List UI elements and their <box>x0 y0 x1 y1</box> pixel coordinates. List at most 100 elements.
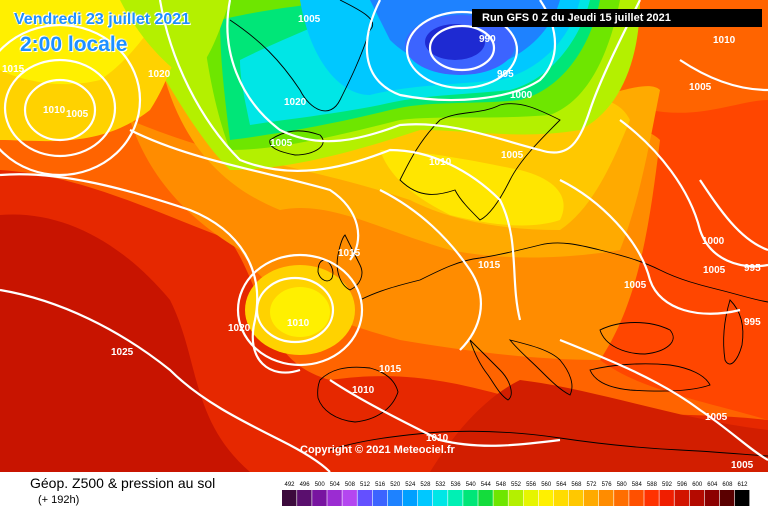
coast-turkey <box>589 363 711 392</box>
isobar-label: 1000 <box>702 236 725 247</box>
isobar-label: 1015 <box>2 64 25 75</box>
map-title: Géop. Z500 & pression au sol <box>30 475 216 491</box>
legend-tick-label: 512 <box>360 482 371 488</box>
z500-low-biscay-inner <box>270 287 330 337</box>
isobar-label: 1010 <box>426 433 449 444</box>
isobar-label: 1005 <box>731 460 754 471</box>
legend-tick-label: 572 <box>586 482 597 488</box>
legend-tick-label: 604 <box>707 482 718 488</box>
legend-tick-label: 492 <box>284 482 295 488</box>
weather-map: 1005 1015 1020 1010 1005 1020 1005 990 9… <box>0 0 768 472</box>
legend-swatch <box>448 490 463 506</box>
isobar-990-iceland <box>428 24 496 72</box>
isobar-labels: 1005 1015 1020 1010 1005 1020 1005 990 9… <box>2 14 761 471</box>
isobar-1005-east-2 <box>679 59 768 92</box>
coast-europe <box>359 242 768 303</box>
isobar-1005-southeast <box>559 338 768 461</box>
isobar-1005-north <box>226 0 641 154</box>
isobar-label: 1020 <box>284 97 307 108</box>
legend-swatch <box>402 490 418 506</box>
isobar-1010-nw <box>3 58 117 158</box>
legend-tick-label: 556 <box>526 482 537 488</box>
coast-black-sea <box>599 322 674 355</box>
legend-swatch <box>327 490 342 506</box>
isobar-1010-biscay <box>255 276 335 344</box>
isobar-1015-europe <box>379 189 482 351</box>
isobar-label: 995 <box>744 317 761 328</box>
legend-swatch <box>599 490 614 506</box>
isobar-label: 1010 <box>713 35 736 46</box>
legend-swatch <box>523 490 538 506</box>
isobar-label: 1005 <box>624 280 647 291</box>
isobar-label: 1005 <box>66 109 89 120</box>
legend-tick-label: 528 <box>420 482 431 488</box>
legend-swatch <box>478 490 493 506</box>
legend-tick-label: 524 <box>405 482 416 488</box>
coastlines <box>229 0 768 457</box>
forecast-date: Vendredi 23 juillet 2021 <box>14 11 191 28</box>
forecast-lead: (+ 192h) <box>38 494 80 506</box>
color-legend: 492 496 500 504 508 512 516 520 524 528 532 536 540 5… <box>282 482 750 506</box>
legend-tick-label: 596 <box>677 482 688 488</box>
legend-swatch <box>629 490 644 506</box>
legend-swatch <box>357 490 372 506</box>
legend-swatch <box>614 490 629 506</box>
legend-tick-label: 540 <box>466 482 477 488</box>
z500-band-564-europe <box>380 150 564 226</box>
legend-tick-label: 544 <box>481 482 492 488</box>
coast-caspian <box>723 299 744 365</box>
isobar-1005-east <box>559 179 741 315</box>
legend-tick-label: 612 <box>737 482 748 488</box>
z500-band-592 <box>0 214 250 472</box>
legend-tick-label: 532 <box>435 482 446 488</box>
legend-tick-label: 592 <box>662 482 673 488</box>
isobar-label: 1025 <box>111 347 134 358</box>
isobar-label: 1005 <box>705 412 728 423</box>
legend-swatch <box>508 490 523 506</box>
legend-tick-label: 500 <box>315 482 326 488</box>
legend-tick-label: 588 <box>647 482 658 488</box>
legend-swatch <box>689 490 705 506</box>
isobar-1005-nw <box>23 78 97 142</box>
isobar-1015-nw <box>0 23 142 177</box>
coast-balkans <box>508 339 573 396</box>
legend-tick-label: 496 <box>300 482 311 488</box>
legend-swatch <box>342 490 357 506</box>
isobar-label: 1005 <box>501 150 524 161</box>
coast-greenland <box>229 0 373 112</box>
isobar-1020-central <box>129 129 360 261</box>
legend-tick-label: 600 <box>692 482 703 488</box>
isobar-label: 1005 <box>298 14 321 25</box>
coast-italy <box>469 339 512 401</box>
coast-iberia <box>317 366 399 423</box>
isobar-label: 1005 <box>703 265 726 276</box>
legend-swatch <box>553 490 569 506</box>
legend-swatches <box>282 490 750 506</box>
run-info: Run GFS 0 Z du Jeudi 15 juillet 2021 <box>472 9 762 27</box>
isobar-1010-north <box>158 0 522 321</box>
copyright: Copyright © 2021 Meteociel.fr <box>300 444 455 456</box>
isobar-995-iceland <box>405 10 519 90</box>
legend-swatch <box>433 490 448 506</box>
legend-swatch <box>463 490 478 506</box>
legend-tick-label: 564 <box>556 482 567 488</box>
legend-swatch <box>312 490 327 506</box>
legend-tick-label: 580 <box>617 482 628 488</box>
z500-band-548-nw <box>120 0 230 80</box>
isobar-995-east <box>699 179 768 252</box>
isobar-1000-north <box>365 0 557 102</box>
isobar-label: 1010 <box>352 385 375 396</box>
coast-north-africa <box>329 430 768 457</box>
legend-swatch <box>417 490 433 506</box>
legend-swatch <box>583 490 599 506</box>
legend-tick-label: 508 <box>345 482 356 488</box>
legend-swatch <box>704 490 720 506</box>
legend-swatch <box>568 490 584 506</box>
isobar-label: 1005 <box>270 138 293 149</box>
legend-swatch <box>282 490 297 506</box>
legend-swatch <box>387 490 403 506</box>
legend-tick-label: 516 <box>375 482 386 488</box>
isobar-1020-west <box>0 173 301 374</box>
legend-tick-label: 608 <box>722 482 733 488</box>
isobar-1010-south <box>329 379 561 447</box>
